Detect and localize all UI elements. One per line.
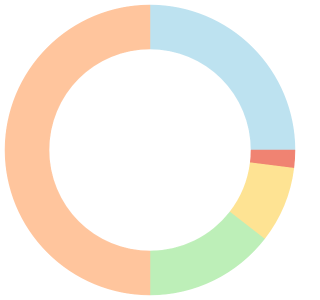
- page: {"chart_data": {"type": "donut", "values…: [4, 4, 296, 296]
- donut-segment: [149, 4, 296, 151]
- chart: [4, 4, 296, 296]
- donut-segment: [4, 4, 151, 296]
